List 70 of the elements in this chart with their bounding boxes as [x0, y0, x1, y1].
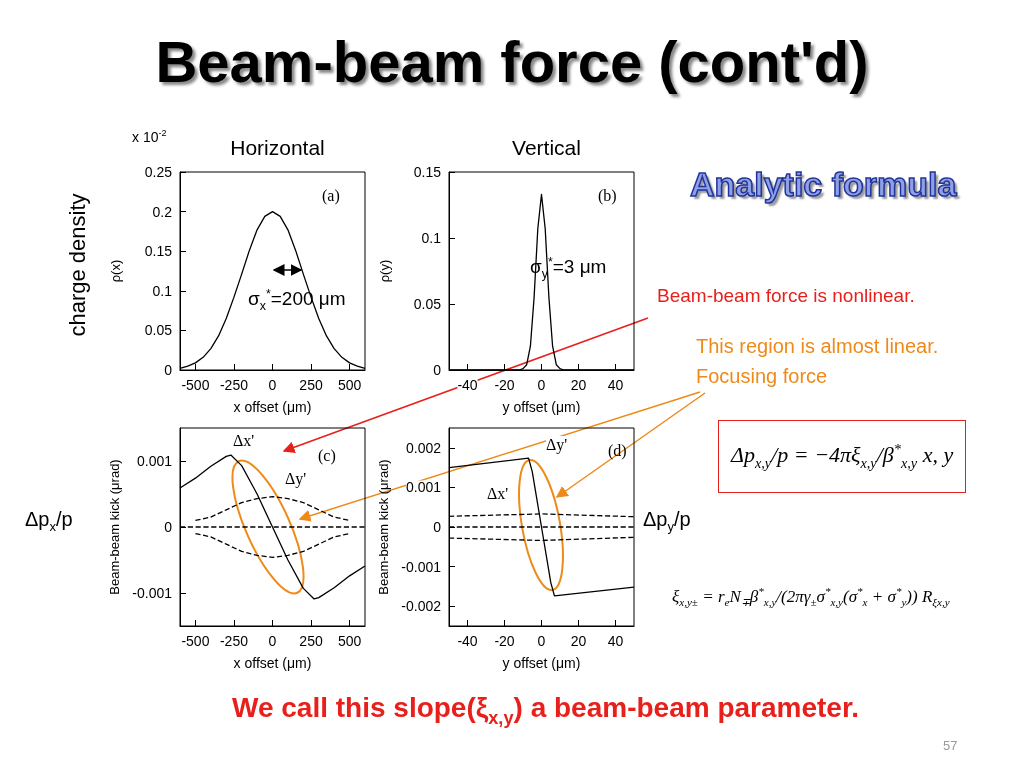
x-tick-label: 0 [537, 377, 546, 393]
y-tick-label: 0 [433, 519, 442, 535]
text: charge density [65, 193, 91, 337]
y-tick-label: 0.1 [421, 230, 442, 246]
text: Δp$_{x}$/p [25, 508, 73, 534]
annotation: Δx' [233, 432, 255, 450]
y-tick-label: 0 [164, 519, 173, 535]
x-tick-label: 250 [299, 633, 323, 649]
y-tick-label: 0 [164, 362, 173, 378]
annotation: σ$_{x}$$^{*}$=200 μm [248, 287, 346, 314]
y-tick-label: 0.05 [413, 296, 442, 312]
text: Beam-beam force is nonlinear. [657, 285, 915, 307]
text: x 10$^{-2}$ [132, 128, 167, 146]
x-tick-label: 0 [537, 633, 546, 649]
y-tick-label: 0.25 [144, 164, 173, 180]
text: Beam-beam force (cont'd) [154, 28, 870, 95]
annotation: Δy' [285, 470, 307, 488]
x-tick-label: -500 [181, 377, 210, 393]
x-tick-label: -20 [494, 633, 515, 649]
annotation: (b) [598, 187, 617, 205]
y-tick-label: 0.001 [405, 479, 442, 496]
x-tick-label: 250 [299, 377, 323, 393]
annotation: (c) [318, 447, 336, 465]
text: This region is almost linear. [696, 335, 939, 358]
y-tick-label: 0.15 [413, 164, 442, 180]
y-tick-label: -0.001 [132, 585, 173, 601]
x-tick-label: 40 [607, 633, 624, 649]
y-tick-label: 0 [433, 362, 442, 378]
x-axis-title: y offset (μm) [502, 655, 581, 671]
annotation: (a) [322, 187, 340, 205]
text: Focusing force [696, 365, 828, 388]
x-tick-label: 500 [337, 633, 362, 649]
y-tick-label: -0.001 [401, 558, 442, 575]
x-tick-label: -250 [219, 377, 249, 393]
y-tick-label: 0.002 [405, 439, 442, 456]
y-axis-title: Beam-beam kick (μrad) [376, 459, 392, 595]
y-axis-title: ρ(x) [108, 259, 123, 283]
y-tick-label: 0.1 [152, 282, 173, 299]
annotation: (d) [608, 442, 627, 460]
y-axis-title: Beam-beam kick (μrad) [107, 459, 123, 595]
text: Δp$_{y}$/p [643, 508, 691, 534]
x-tick-label: 0 [268, 633, 277, 649]
annotation: Δy' [546, 436, 568, 454]
y-axis-title: ρ(y) [377, 259, 392, 283]
x-tick-label: -20 [494, 377, 515, 393]
y-tick-label: 0.05 [144, 322, 173, 339]
x-tick-label: 0 [268, 377, 277, 393]
x-tick-label: -40 [457, 633, 478, 649]
x-axis-title: x offset (μm) [233, 399, 312, 415]
chart-title: Vertical [512, 136, 581, 159]
y-tick-label: 0.2 [152, 203, 173, 220]
x-tick-label: -500 [181, 633, 210, 649]
x-tick-label: 500 [337, 377, 362, 393]
y-tick-label: 0.001 [136, 453, 173, 469]
annotation: Δx' [487, 485, 509, 503]
x-tick-label: -40 [457, 377, 478, 393]
text: Analytic formula [690, 165, 957, 204]
y-tick-label: -0.002 [401, 598, 442, 615]
chart-title: Horizontal [230, 136, 325, 159]
text: We call this slope(ξ$_{x,y}$) a beam-beam parameter. [232, 692, 860, 729]
text: ξ$_{x,y±}$ = r$_{e}$N$_{∓}$β$^{*}$$_{x,y}$/(2πγ$_{±}$σ$^{*}$$_{x,y}$(σ$^{*}$$_{x}$ + σ$^{*}$$_{y}$)) R$_{ξx,y}$ [672, 585, 950, 609]
text: 57 [943, 738, 958, 753]
x-tick-label: 40 [607, 377, 624, 393]
x-tick-label: 20 [570, 633, 587, 649]
x-axis-title: x offset (μm) [233, 655, 312, 671]
x-tick-label: 20 [570, 377, 587, 393]
x-axis-title: y offset (μm) [502, 399, 581, 415]
y-tick-label: 0.15 [144, 243, 173, 260]
x-tick-label: -250 [219, 633, 249, 649]
text: Δp$_{x,y}$/p = −4πξ$_{x,y}$/β$^{*}$$_{x,y}$ x, y [718, 420, 967, 493]
